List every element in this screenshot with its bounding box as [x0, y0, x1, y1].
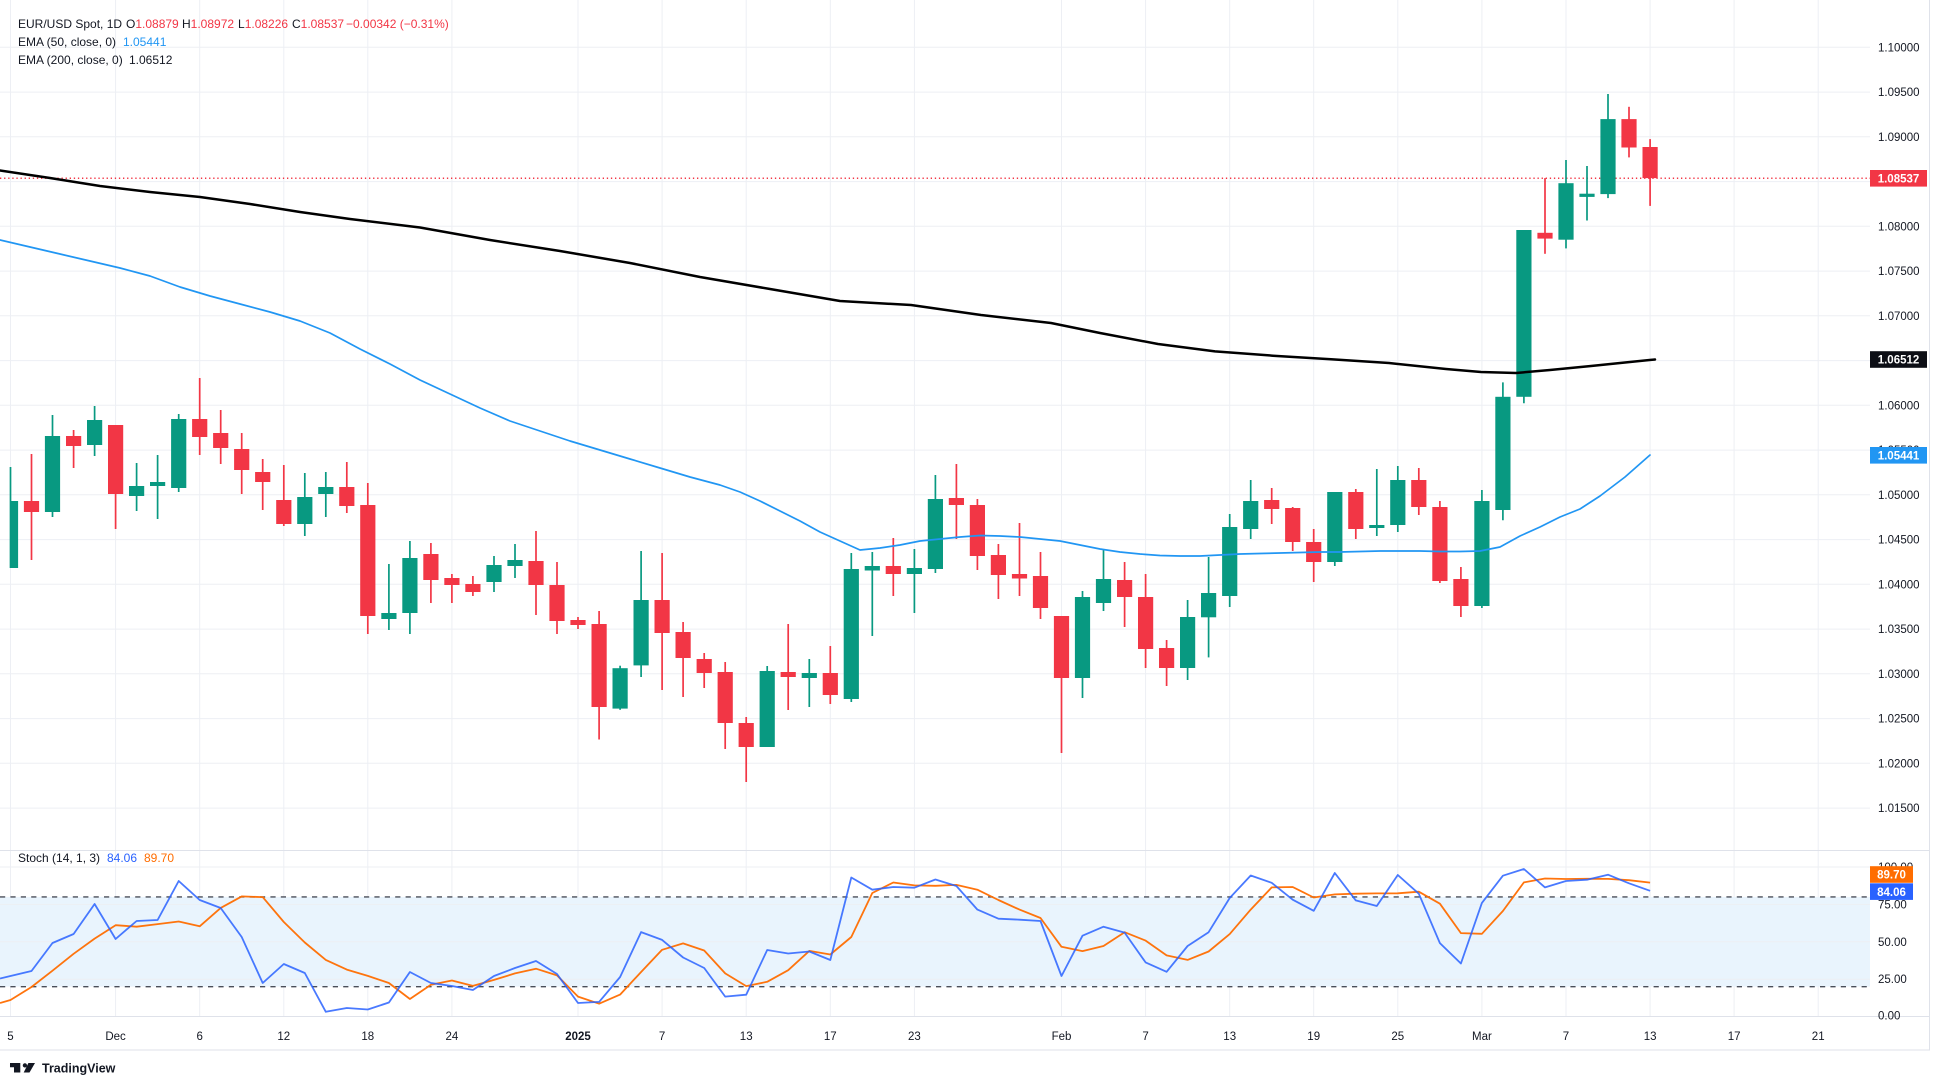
svg-text:1.10000: 1.10000 [1878, 42, 1920, 54]
svg-text:EMA (200, close, 0): EMA (200, close, 0) [18, 53, 123, 67]
svg-text:Dec: Dec [105, 1031, 126, 1043]
svg-text:1.03500: 1.03500 [1878, 624, 1920, 636]
svg-text:13: 13 [1223, 1031, 1236, 1043]
svg-text:7: 7 [1142, 1031, 1148, 1043]
svg-text:1.09000: 1.09000 [1878, 132, 1920, 144]
svg-text:1.08537: 1.08537 [1878, 174, 1920, 186]
svg-text:1.01500: 1.01500 [1878, 803, 1920, 815]
svg-text:17: 17 [824, 1031, 837, 1043]
svg-text:1.09500: 1.09500 [1878, 87, 1920, 99]
svg-text:7: 7 [1563, 1031, 1569, 1043]
svg-text:13: 13 [1644, 1031, 1657, 1043]
svg-text:1.06000: 1.06000 [1878, 400, 1920, 412]
svg-text:1.05441: 1.05441 [123, 35, 167, 49]
svg-text:EMA (50, close, 0): EMA (50, close, 0) [18, 35, 116, 49]
svg-text:1.06512: 1.06512 [129, 53, 173, 67]
svg-text:C1.08537: C1.08537 [292, 17, 344, 31]
svg-text:TradingView: TradingView [42, 1062, 116, 1076]
svg-text:7: 7 [659, 1031, 665, 1043]
svg-text:21: 21 [1812, 1031, 1825, 1043]
svg-text:19: 19 [1307, 1031, 1320, 1043]
svg-text:5: 5 [7, 1031, 13, 1043]
svg-text:89.70: 89.70 [144, 851, 174, 865]
svg-text:Stoch (14, 1, 3): Stoch (14, 1, 3) [18, 851, 100, 865]
svg-text:Feb: Feb [1052, 1031, 1072, 1043]
svg-text:50.00: 50.00 [1878, 937, 1907, 949]
svg-text:1.02000: 1.02000 [1878, 758, 1920, 770]
svg-text:2025: 2025 [565, 1031, 591, 1043]
svg-text:1.07500: 1.07500 [1878, 266, 1920, 278]
svg-text:17: 17 [1728, 1031, 1741, 1043]
svg-text:−0.00342 (−0.31%): −0.00342 (−0.31%) [346, 17, 449, 31]
svg-text:12: 12 [277, 1031, 290, 1043]
svg-text:23: 23 [908, 1031, 921, 1043]
svg-text:25: 25 [1391, 1031, 1404, 1043]
svg-text:84.06: 84.06 [1877, 887, 1906, 899]
svg-text:H1.08972: H1.08972 [182, 17, 234, 31]
svg-text:1.02500: 1.02500 [1878, 714, 1920, 726]
svg-text:Mar: Mar [1472, 1031, 1492, 1043]
svg-text:EUR/USD Spot, 1D: EUR/USD Spot, 1D [18, 17, 122, 31]
svg-text:13: 13 [740, 1031, 753, 1043]
svg-text:24: 24 [446, 1031, 459, 1043]
svg-text:1.05441: 1.05441 [1878, 451, 1920, 463]
svg-text:O1.08879: O1.08879 [126, 17, 179, 31]
svg-text:84.06: 84.06 [107, 851, 137, 865]
svg-text:1.07000: 1.07000 [1878, 311, 1920, 323]
svg-text:L1.08226: L1.08226 [238, 17, 288, 31]
svg-text:1.08000: 1.08000 [1878, 221, 1920, 233]
svg-text:0.00: 0.00 [1878, 1010, 1900, 1022]
svg-text:6: 6 [196, 1031, 202, 1043]
svg-text:75.00: 75.00 [1878, 900, 1907, 912]
svg-text:1.04500: 1.04500 [1878, 535, 1920, 547]
svg-text:1.06512: 1.06512 [1878, 355, 1920, 367]
svg-text:89.70: 89.70 [1877, 870, 1906, 882]
svg-text:25.00: 25.00 [1878, 974, 1907, 986]
svg-text:18: 18 [361, 1031, 374, 1043]
svg-text:1.04000: 1.04000 [1878, 579, 1920, 591]
svg-text:1.05000: 1.05000 [1878, 490, 1920, 502]
svg-text:1.03000: 1.03000 [1878, 669, 1920, 681]
